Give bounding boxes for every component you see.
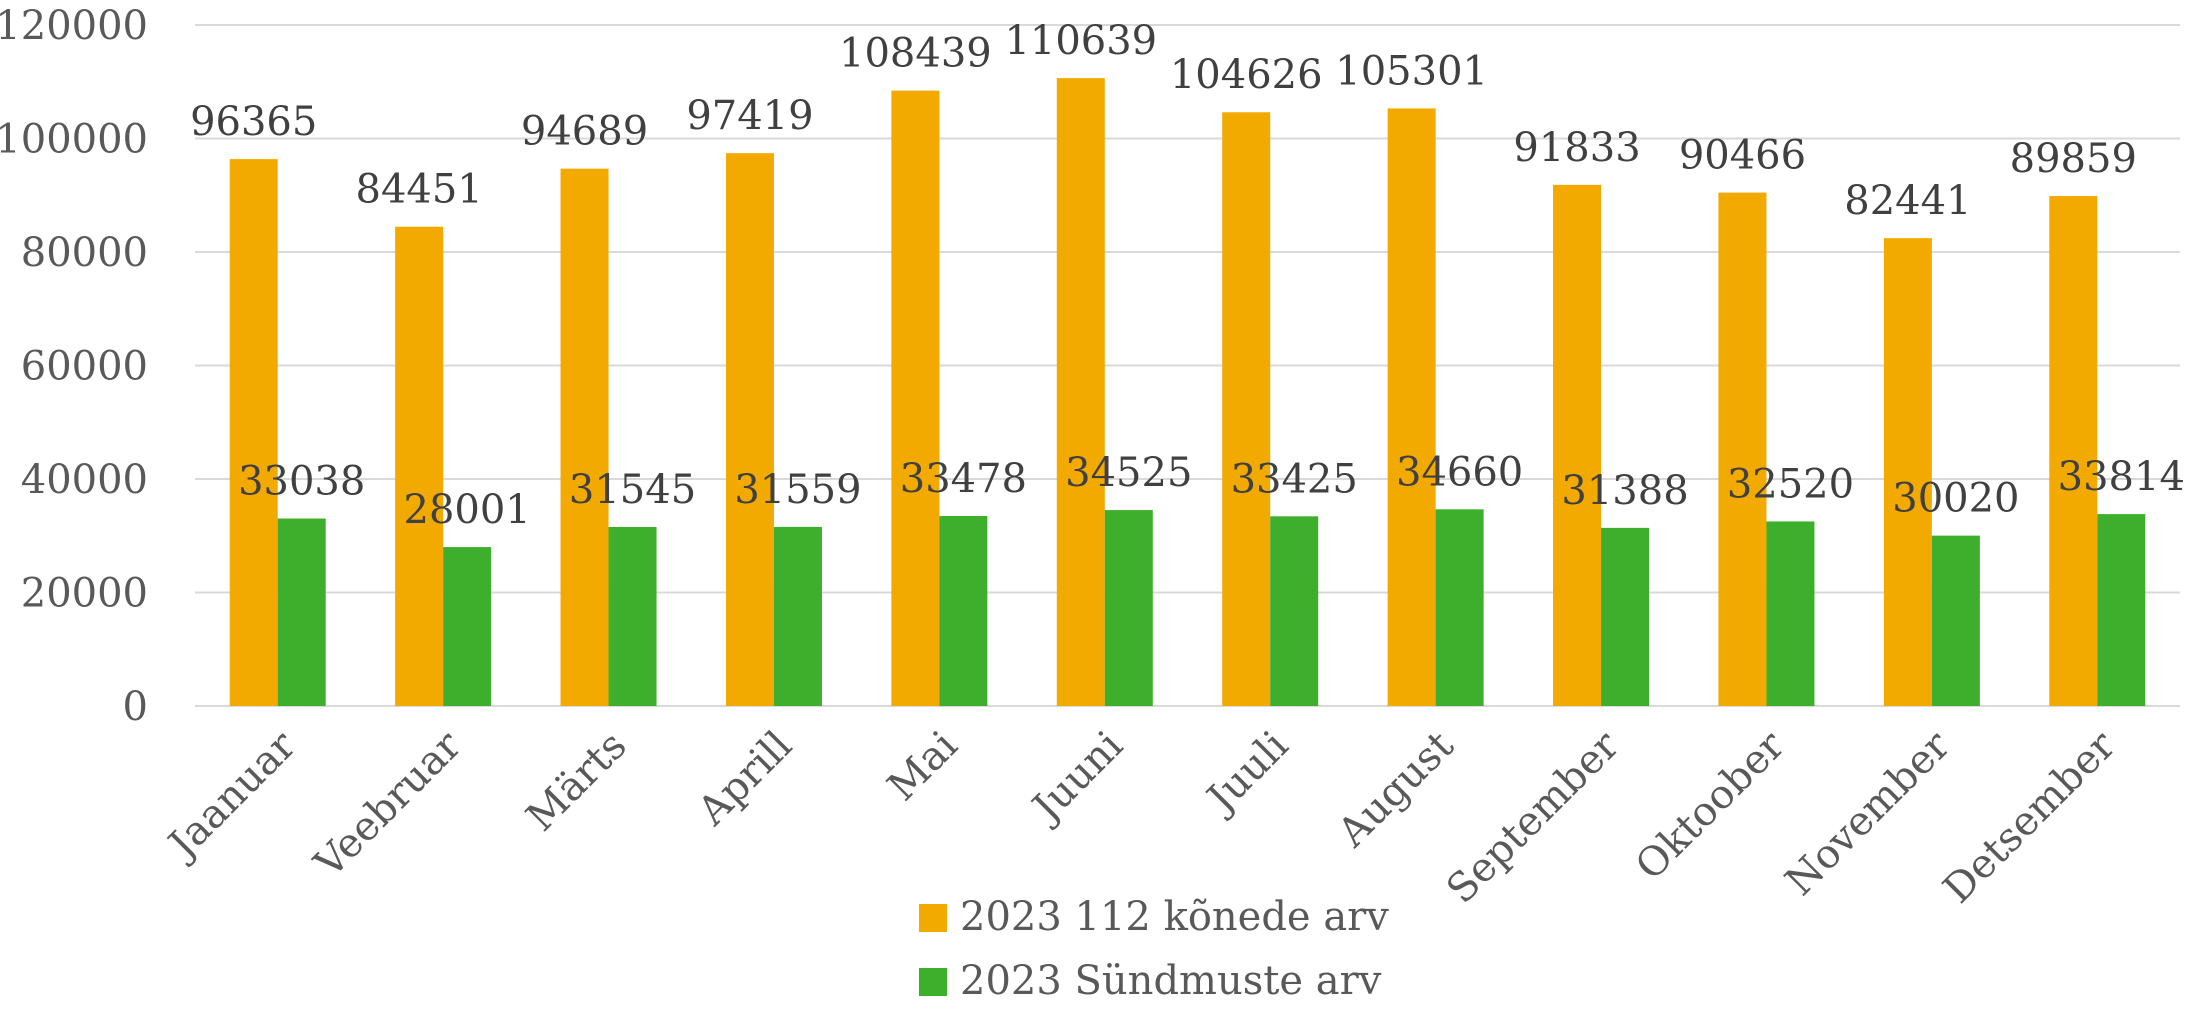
y-axis-ticks: 0 20000 40000 60000 80000 100000 120000 xyxy=(0,3,148,730)
bar-events xyxy=(939,516,988,706)
bar-calls xyxy=(1883,238,1932,706)
bar-events xyxy=(443,547,492,706)
x-category-label: Detsember xyxy=(1935,722,2125,912)
y-tick-label: 60000 xyxy=(21,344,148,390)
legend-swatch xyxy=(919,904,947,932)
x-category-label: Märts xyxy=(518,723,636,841)
gridlines xyxy=(195,24,2180,707)
y-tick-label: 120000 xyxy=(0,3,148,49)
legend-swatch xyxy=(919,968,947,996)
data-labels: 96365 33038 84451 28001 94689 31545 97419 31559… xyxy=(190,18,2185,533)
bar-calls xyxy=(1718,192,1767,706)
data-label-calls: 91833 xyxy=(1513,125,1640,171)
data-label-events: 31388 xyxy=(1561,468,1688,514)
data-label-calls: 108439 xyxy=(839,31,992,77)
data-label-events: 33814 xyxy=(2058,454,2185,500)
x-category-label: November xyxy=(1777,722,1960,905)
x-category-label: Aprill xyxy=(689,723,801,835)
data-label-events: 31545 xyxy=(569,467,696,513)
data-label-events: 34525 xyxy=(1065,450,1192,496)
bar-events xyxy=(773,526,822,706)
bar-events xyxy=(2097,514,2146,706)
data-label-calls: 105301 xyxy=(1335,48,1488,94)
data-label-calls: 110639 xyxy=(1004,18,1157,64)
x-category-label: Veebruar xyxy=(305,722,470,887)
legend-label: 2023 112 kõnede arv xyxy=(960,894,1389,940)
bar-events xyxy=(1435,509,1484,706)
bars xyxy=(229,78,2146,707)
data-label-events: 30020 xyxy=(1892,476,2019,522)
data-label-calls: 90466 xyxy=(1679,133,1806,179)
bar-calls xyxy=(891,90,940,707)
data-label-events: 31559 xyxy=(734,467,861,513)
bar-events xyxy=(1931,535,1980,706)
bar-events xyxy=(1270,516,1319,706)
data-label-calls: 94689 xyxy=(521,109,648,155)
y-tick-label: 20000 xyxy=(21,571,148,617)
y-tick-label: 100000 xyxy=(0,117,148,163)
bar-events xyxy=(608,526,657,706)
data-label-calls: 89859 xyxy=(2010,136,2137,182)
data-label-events: 33478 xyxy=(900,456,1027,502)
data-label-events: 32520 xyxy=(1727,461,1854,507)
data-label-calls: 104626 xyxy=(1170,52,1323,98)
x-axis-categories: Jaanuar Veebruar Märts Aprill Mai Juuni Juuli A… xyxy=(158,722,2125,913)
bar-calls xyxy=(1553,184,1602,706)
legend: 2023 112 kõnede arv 2023 Sündmuste arv xyxy=(919,894,1389,1004)
x-category-label: Mai xyxy=(879,723,966,810)
data-label-calls: 84451 xyxy=(356,167,483,213)
x-category-label: Oktoober xyxy=(1627,722,1794,889)
bar-events xyxy=(1104,510,1153,706)
x-category-label: Juuli xyxy=(1196,723,1297,824)
data-label-calls: 97419 xyxy=(686,93,813,139)
bar-calls xyxy=(229,159,278,706)
bar-calls xyxy=(1222,112,1271,707)
data-label-calls: 96365 xyxy=(190,99,317,145)
bar-calls xyxy=(560,168,609,707)
data-label-calls: 82441 xyxy=(1844,178,1971,224)
x-category-label: Jaanuar xyxy=(158,722,306,870)
y-tick-label: 80000 xyxy=(21,230,148,276)
data-label-events: 34660 xyxy=(1396,449,1523,495)
bar-calls xyxy=(1387,108,1436,707)
data-label-events: 28001 xyxy=(404,487,531,533)
bar-calls xyxy=(725,153,774,707)
bar-calls xyxy=(395,226,444,706)
bar-events xyxy=(1601,527,1650,706)
x-category-label: August xyxy=(1329,723,1463,857)
y-tick-label: 0 xyxy=(123,684,148,730)
x-category-label: September xyxy=(1438,722,1629,913)
bar-events xyxy=(277,518,326,706)
x-category-label: Juuni xyxy=(1021,723,1131,833)
bar-calls xyxy=(2049,196,2098,706)
data-label-events: 33425 xyxy=(1231,456,1358,502)
legend-label: 2023 Sündmuste arv xyxy=(960,958,1382,1004)
bar-calls xyxy=(1056,78,1105,707)
y-tick-label: 40000 xyxy=(21,457,148,503)
bar-events xyxy=(1766,521,1815,706)
data-label-events: 33038 xyxy=(238,459,365,505)
